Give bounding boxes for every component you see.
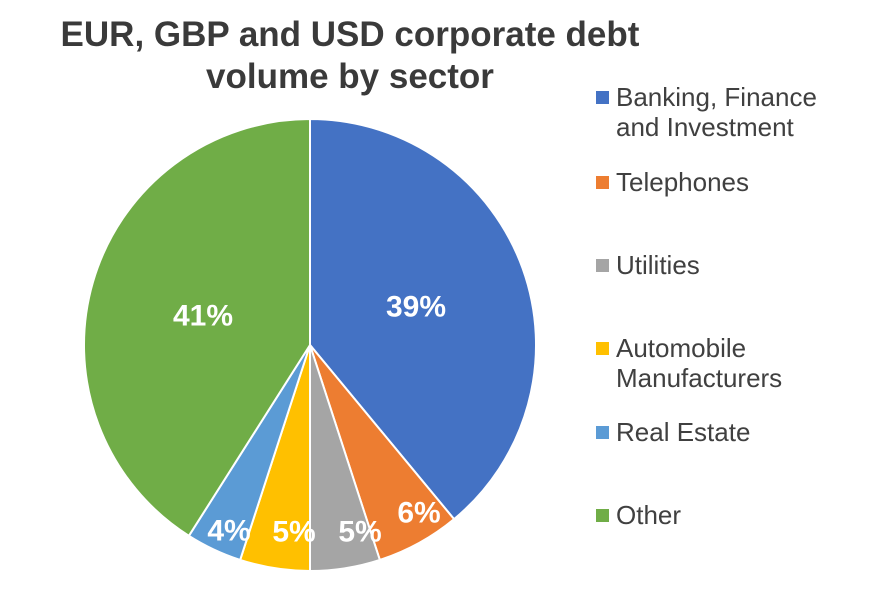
legend-label-2: Utilities bbox=[616, 250, 700, 280]
chart-title: EUR, GBP and USD corporate debt volume b… bbox=[40, 14, 660, 98]
slice-label-2: 5% bbox=[338, 516, 381, 549]
legend-swatch-3 bbox=[596, 342, 609, 355]
legend-label-0-line-1: and Investment bbox=[616, 112, 794, 142]
legend-swatch-0 bbox=[596, 91, 609, 104]
legend-label-1-line-0: Telephones bbox=[616, 167, 749, 197]
slice-label-3: 5% bbox=[272, 516, 315, 549]
chart-title-line-2: volume by sector bbox=[206, 57, 494, 96]
slice-label-5: 41% bbox=[173, 300, 233, 333]
pie-slice-5 bbox=[83, 117, 311, 538]
legend-label-4-line-0: Real Estate bbox=[616, 417, 751, 447]
legend-label-0-line-0: Banking, Finance bbox=[616, 82, 817, 112]
slice-label-1: 6% bbox=[397, 497, 440, 530]
slice-label-4: 4% bbox=[207, 515, 250, 548]
legend-swatch-5 bbox=[596, 509, 609, 522]
legend-swatch-2 bbox=[596, 259, 609, 272]
legend-label-4: Real Estate bbox=[616, 417, 750, 447]
legend-label-5-line-0: Other bbox=[616, 500, 682, 530]
legend-swatch-4 bbox=[596, 426, 609, 439]
legend-label-3-line-1: Manufacturers bbox=[616, 363, 783, 393]
legend-label-2-line-0: Utilities bbox=[616, 250, 700, 280]
pie-slice-0 bbox=[309, 117, 537, 521]
legend-label-1: Telephones bbox=[616, 167, 749, 197]
legend-label-0: Banking, Finance and Investment bbox=[616, 82, 817, 142]
slice-label-0: 39% bbox=[386, 291, 446, 324]
legend-swatch-1 bbox=[596, 176, 609, 189]
legend-label-5: Other bbox=[616, 500, 681, 530]
chart-title-line-1: EUR, GBP and USD corporate debt bbox=[60, 15, 640, 54]
legend-label-3-line-0: Automobile bbox=[616, 333, 747, 363]
legend-label-3: Automobile Manufacturers bbox=[616, 333, 782, 393]
